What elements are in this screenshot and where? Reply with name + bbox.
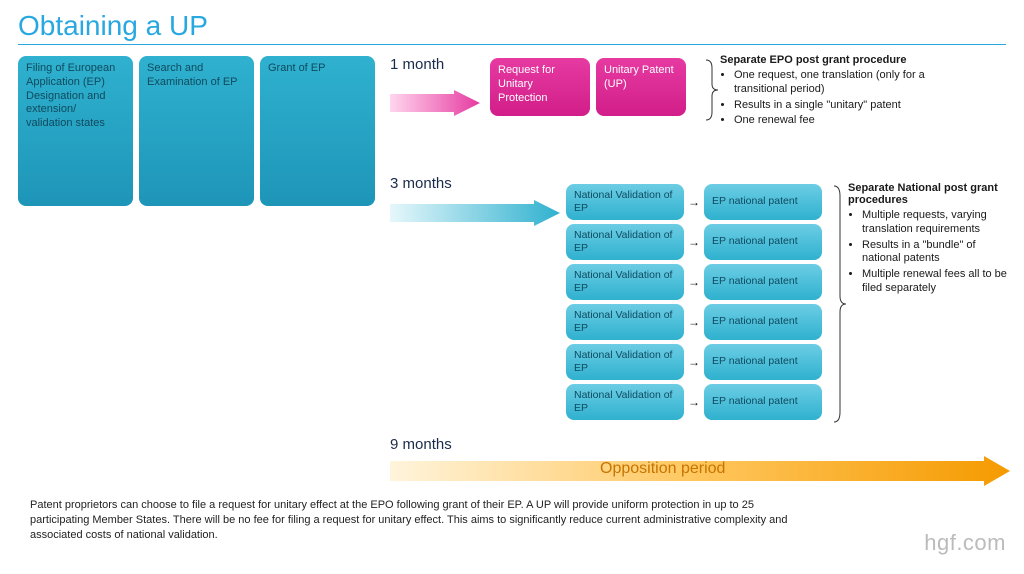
arrow-right-icon: → (688, 395, 700, 409)
arrow-teal (390, 200, 560, 226)
box-request-unitary: Request for Unitary Protection (490, 58, 590, 116)
epo-info-heading: Separate EPO post grant procedure (720, 54, 970, 66)
epo-info-b2: Results in a single "unitary" patent (734, 99, 970, 113)
national-info-heading: Separate National post grant procedures (848, 182, 1008, 206)
arrow-pink (390, 90, 480, 116)
box-ep-national-patent: EP national patent (704, 264, 822, 300)
national-info-b3: Multiple renewal fees all to be filed se… (862, 268, 1008, 296)
national-grid: National Validation of EP → EP national pa… (566, 184, 822, 424)
arrow-right-icon: → (688, 315, 700, 329)
brand-logo: hgf.com (924, 530, 1006, 556)
arrow-right-icon: → (688, 235, 700, 249)
footer-text: Patent proprietors can choose to file a … (30, 498, 790, 543)
arrow-right-icon: → (688, 355, 700, 369)
national-info: Separate National post grant procedures … (848, 182, 1008, 298)
phase-row: Filing of European Application (EP) Desi… (18, 56, 375, 206)
box-national-validation: National Validation of EP (566, 384, 684, 420)
national-info-b1: Multiple requests, varying translation r… (862, 209, 1008, 237)
epo-info-b1: One request, one translation (only for a… (734, 69, 970, 97)
box-national-validation: National Validation of EP (566, 264, 684, 300)
box-ep-national-patent: EP national patent (704, 224, 822, 260)
epo-info-b3: One renewal fee (734, 114, 970, 128)
national-row: National Validation of EP → EP national pa… (566, 344, 822, 380)
bracket-epo (704, 58, 718, 122)
box-ep-national-patent: EP national patent (704, 184, 822, 220)
national-row: National Validation of EP → EP national pa… (566, 264, 822, 300)
title-divider (18, 44, 1006, 45)
up-path-group: Request for Unitary Protection Unitary P… (490, 58, 686, 116)
box-unitary-patent: Unitary Patent (UP) (596, 58, 686, 116)
box-national-validation: National Validation of EP (566, 224, 684, 260)
national-info-b2: Results in a "bundle" of national patent… (862, 239, 1008, 267)
box-national-validation: National Validation of EP (566, 344, 684, 380)
box-national-validation: National Validation of EP (566, 184, 684, 220)
label-nine-months: 9 months (390, 436, 452, 453)
arrow-right-icon: → (688, 195, 700, 209)
arrow-right-icon: → (688, 275, 700, 289)
phase-filing: Filing of European Application (EP) Desi… (18, 56, 133, 206)
page-title: Obtaining a UP (18, 10, 1006, 42)
epo-info: Separate EPO post grant procedure One re… (720, 54, 970, 130)
national-row: National Validation of EP → EP national pa… (566, 304, 822, 340)
box-ep-national-patent: EP national patent (704, 384, 822, 420)
label-opposition: Opposition period (600, 460, 725, 478)
phase-grant: Grant of EP (260, 56, 375, 206)
bracket-national (832, 184, 846, 424)
national-row: National Validation of EP → EP national pa… (566, 184, 822, 220)
box-national-validation: National Validation of EP (566, 304, 684, 340)
label-three-months: 3 months (390, 175, 452, 192)
national-row: National Validation of EP → EP national pa… (566, 224, 822, 260)
box-ep-national-patent: EP national patent (704, 344, 822, 380)
label-one-month: 1 month (390, 56, 444, 73)
national-row: National Validation of EP → EP national pa… (566, 384, 822, 420)
box-ep-national-patent: EP national patent (704, 304, 822, 340)
phase-search: Search and Examination of EP (139, 56, 254, 206)
